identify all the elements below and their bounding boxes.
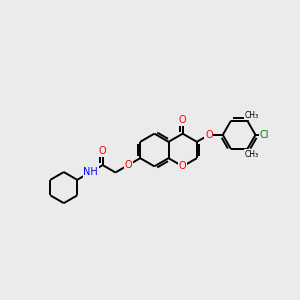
Text: CH₃: CH₃: [245, 150, 259, 159]
Text: NH: NH: [83, 167, 98, 177]
Text: CH₃: CH₃: [245, 111, 259, 120]
Text: O: O: [99, 146, 106, 156]
Text: Cl: Cl: [260, 130, 269, 140]
Text: O: O: [179, 161, 187, 171]
Text: O: O: [205, 130, 213, 140]
Text: O: O: [124, 160, 132, 170]
Text: O: O: [179, 115, 187, 125]
